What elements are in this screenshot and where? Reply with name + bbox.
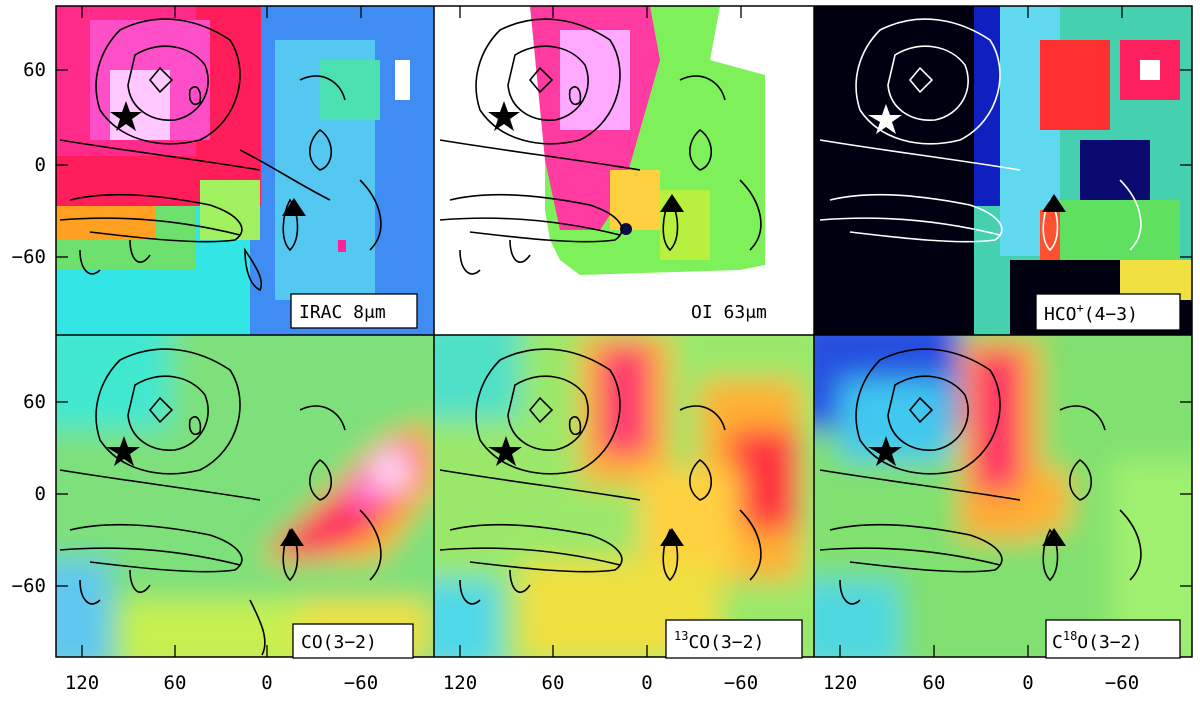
panel-label-text: C: [1052, 632, 1063, 653]
y-tick-label: −60: [12, 575, 46, 597]
svg-text:HCO+(4−3): HCO+(4−3): [1044, 301, 1138, 325]
panel-label-hco: HCO+(4−3): [1035, 293, 1181, 331]
y-tick-labels: 60 0 −60 60 0 −60: [12, 59, 46, 597]
panel-label-unit: μm: [364, 302, 386, 323]
star-icon: [868, 104, 902, 134]
panel-label-co: CO(3−2): [292, 623, 414, 659]
x-tick-label: 120: [823, 672, 857, 694]
x-tick-label: −60: [1105, 672, 1139, 694]
svg-text:13CO(3−2): 13CO(3−2): [674, 629, 764, 653]
star-icon: [106, 436, 140, 466]
panel-label-c18o: C18O(3−2): [1045, 619, 1181, 659]
triangle-icon: [660, 528, 684, 546]
panel-label-transition: (4−3): [1084, 304, 1138, 325]
panel-label-superscript: +: [1077, 301, 1084, 315]
x-tick-label: 120: [443, 672, 477, 694]
svg-text:C18O(3−2): C18O(3−2): [1052, 629, 1142, 653]
irac-contours: [59, 18, 382, 292]
panel-label-transition: O(3−2): [1077, 632, 1142, 653]
panel-irac-8um: [56, 6, 434, 335]
x-tick-label: 60: [164, 672, 187, 694]
x-tick-label: 0: [261, 672, 272, 694]
panel-label-oi: OI 63μm: [678, 294, 806, 328]
panel-label-irac: IRAC 8μm: [290, 293, 418, 329]
x-tick-labels: 120 60 0 −60 120 60 0 −60 120 60 0 −60: [65, 672, 1139, 694]
x-tick-label: 0: [1022, 672, 1033, 694]
irac-colormap: [56, 6, 434, 335]
star-icon: [488, 436, 522, 466]
svg-text:IRAC 8μm: IRAC 8μm: [299, 302, 386, 323]
x-tick-label: 60: [923, 672, 946, 694]
hco-colormap: [814, 6, 1192, 335]
svg-text:OI 63μm: OI 63μm: [691, 302, 767, 323]
hco-contours: [819, 18, 1142, 252]
panel-label-text: IRAC 8: [299, 302, 364, 323]
y-tick-label: 0: [35, 154, 46, 176]
panel-label-text: CO(3−2): [301, 632, 377, 653]
x-tick-label: 60: [542, 672, 565, 694]
panel-label-superscript: 13: [674, 629, 688, 643]
x-tick-label: −60: [724, 672, 758, 694]
y-tick-label: 60: [23, 391, 46, 413]
star-icon: [488, 101, 520, 131]
triangle-icon: [282, 198, 306, 216]
panel-label-text: OI 63: [691, 302, 745, 323]
y-tick-label: 0: [35, 483, 46, 505]
panel-hco-4-3: [814, 6, 1192, 335]
c18o-colormap: [814, 335, 1192, 657]
triangle-icon: [280, 528, 304, 546]
panel-label-13co: 13CO(3−2): [665, 619, 803, 659]
x-tick-label: −60: [344, 672, 378, 694]
x-tick-label: 120: [65, 672, 99, 694]
panel-label-superscript: 18: [1063, 629, 1077, 643]
co-contours: [59, 348, 382, 656]
panel-label-text: CO(3−2): [688, 632, 764, 653]
co-colormap: [56, 335, 434, 657]
panel-co-3-2: [56, 335, 434, 657]
star-icon: [110, 101, 142, 131]
panel-label-unit: μm: [745, 302, 767, 323]
panel-frames: [55, 5, 1193, 658]
c18o-contours: [819, 348, 1142, 605]
13co-colormap: [434, 335, 814, 657]
panel-13co-3-2: [434, 335, 814, 657]
panel-c18o-3-2: [814, 335, 1192, 657]
panel-label-text: HCO: [1044, 304, 1077, 325]
y-tick-label: 60: [23, 59, 46, 81]
oi-contours: [439, 18, 762, 275]
oi-colormap: [434, 6, 814, 335]
panel-oi-63um: [434, 6, 814, 335]
x-tick-label: 0: [641, 672, 652, 694]
y-tick-label: −60: [12, 246, 46, 268]
triangle-icon: [660, 194, 684, 212]
triangle-icon: [1042, 194, 1066, 212]
triangle-icon: [1042, 528, 1066, 546]
star-icon: [868, 436, 902, 466]
